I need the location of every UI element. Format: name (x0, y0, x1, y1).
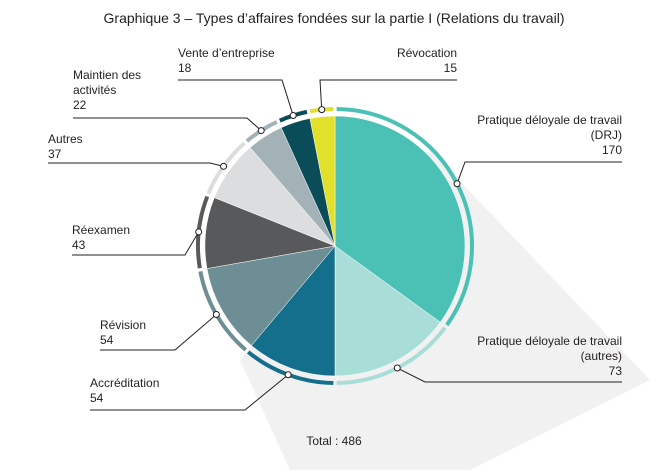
value-label: 15 (443, 61, 457, 75)
leader-dot (284, 371, 292, 379)
leader-line (73, 117, 262, 131)
leader-line (90, 374, 289, 411)
slice-label: Révocation 15 (320, 46, 457, 76)
category-label: Autres (48, 132, 83, 146)
leader-line (397, 367, 622, 383)
category-label: Pratique déloyale de travail (autres) (477, 334, 622, 363)
category-label: Révocation (396, 46, 457, 60)
leader-dot (393, 364, 401, 372)
category-label: Pratique déloyale de travail (DRJ) (477, 113, 622, 142)
value-label: 43 (72, 238, 86, 252)
pie-slice (334, 115, 466, 323)
slice-label: Réexamen 43 (72, 223, 192, 253)
leader-dot (220, 162, 228, 170)
pie-slice (251, 245, 336, 377)
leader-line (319, 79, 457, 110)
slice-label: Maintien des activités 22 (73, 68, 163, 113)
value-label: 54 (90, 391, 104, 405)
total-label: Total : 486 (306, 434, 362, 448)
slice-label: Pratique déloyale de travail (DRJ) 170 (470, 113, 622, 158)
category-label: Révision (100, 318, 147, 332)
category-label: Vente d’entreprise (178, 46, 275, 60)
slice-label: Accréditation 54 (90, 376, 240, 406)
pie-slice (309, 115, 336, 247)
leader-line (100, 314, 217, 351)
leader-line (48, 162, 224, 167)
leader-dot (289, 112, 297, 120)
leader-line (456, 161, 622, 184)
category-label: Accréditation (90, 376, 160, 390)
leader-dot (318, 106, 326, 114)
value-label: 54 (100, 333, 114, 347)
value-label: 73 (608, 364, 622, 378)
slice-label: Pratique déloyale de travail (autres) 73 (470, 334, 622, 379)
pie-slice (334, 245, 441, 377)
slice-label: Autres 37 (48, 132, 168, 162)
chart-title: Graphique 3 – Types d’affaires fondées s… (103, 10, 565, 26)
category-label: Réexamen (72, 223, 131, 237)
value-label: 170 (601, 143, 622, 157)
pie-slice (206, 245, 336, 346)
leader-line (178, 79, 294, 116)
leader-dot (212, 311, 220, 318)
value-label: 37 (48, 147, 62, 161)
category-label: Maintien des activités (73, 68, 142, 97)
leader-line (72, 231, 200, 256)
slice-label: Vente d’entreprise 18 (178, 46, 318, 76)
leader-dot (257, 127, 265, 135)
slice-label: Révision 54 (100, 318, 220, 348)
leader-dot (195, 228, 203, 236)
value-label: 22 (73, 98, 87, 112)
value-label: 18 (178, 61, 192, 75)
leader-dot (453, 180, 461, 188)
